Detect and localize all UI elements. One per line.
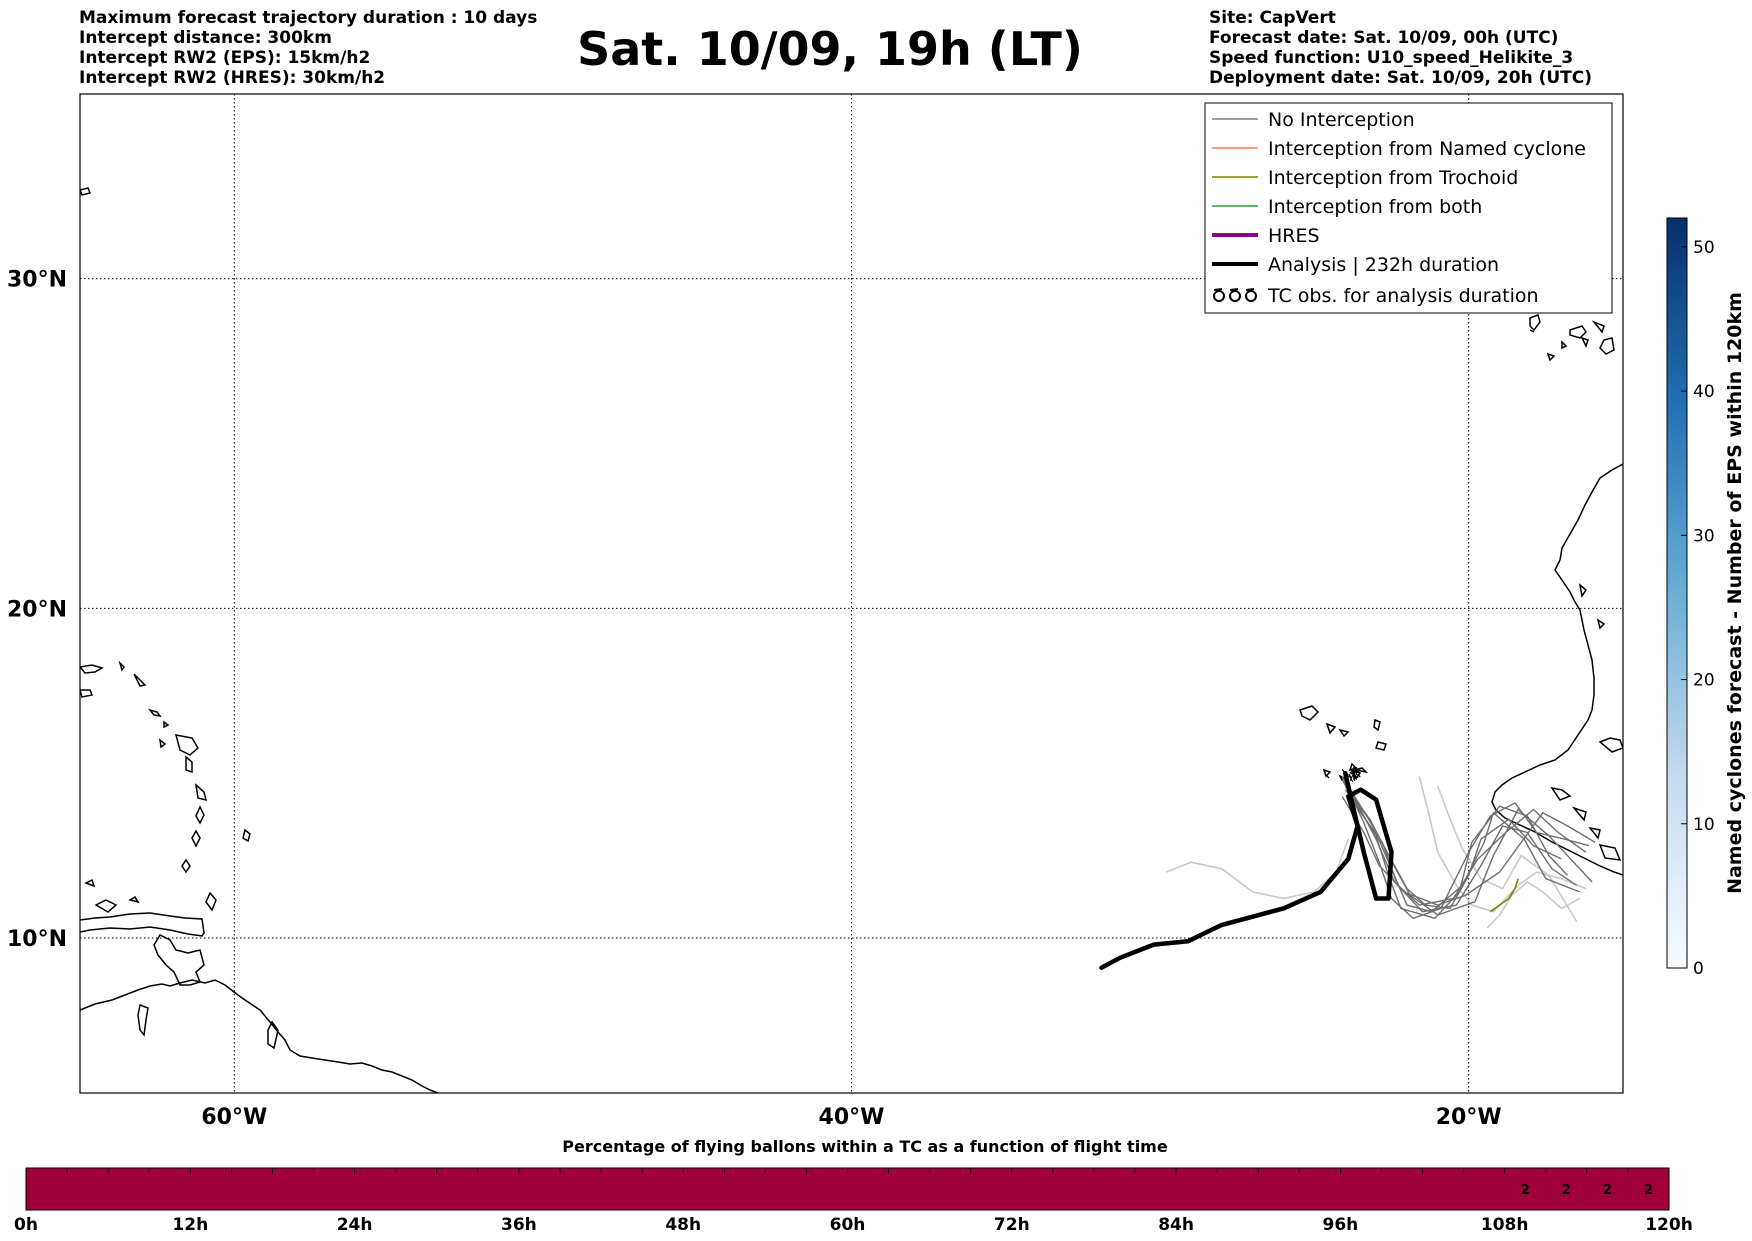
- colorbar-tick-label: 50: [1693, 238, 1715, 258]
- speed-function-text: Speed function: U10_speed_Helikite_3: [1209, 48, 1574, 68]
- legend-both: Interception from both: [1268, 196, 1482, 218]
- latitude-tick-labels: 30°N 20°N 10°N: [7, 268, 67, 952]
- trochoid-line: [1489, 878, 1519, 913]
- lat-tick-label: 30°N: [7, 268, 67, 293]
- percentage-bar-tick-label: 108h: [1481, 1215, 1529, 1235]
- lon-tick-label: 60°W: [201, 1105, 267, 1130]
- no-interception-line: [1344, 789, 1562, 910]
- legend-tc-obs: TC obs. for analysis duration: [1267, 285, 1539, 307]
- colorbar-tick-label: 20: [1693, 671, 1715, 691]
- header-left-info: Maximum forecast trajectory duration : 1…: [79, 8, 537, 88]
- percentage-bar-tick-label: 48h: [665, 1215, 701, 1235]
- longitude-tick-labels: 60°W 40°W 20°W: [201, 1105, 1501, 1130]
- colorbar-tick-label: 10: [1693, 815, 1715, 835]
- legend: No Interception Interception from Named …: [1204, 102, 1613, 314]
- percentage-bar-ticks: 0h 12h 24h 36h 48h 60h 72h 84h 96h 108h 120h: [14, 1215, 1693, 1235]
- analysis-line: [1099, 770, 1394, 970]
- no-interception-line: [1347, 786, 1581, 913]
- percentage-bar-tick-label: 24h: [337, 1215, 373, 1235]
- percentage-bar-tick-label: 120h: [1645, 1215, 1693, 1235]
- lat-tick-label: 10°N: [7, 927, 67, 952]
- colorbar-tick-label: 30: [1693, 526, 1715, 546]
- colorbar-ticks: 0 10 20 30 40 50: [1681, 238, 1715, 979]
- no-interception-trajectories: [1341, 776, 1596, 920]
- colorbar-tick-label: 0: [1693, 959, 1704, 979]
- percentage-cell-label: 2: [1644, 1183, 1653, 1198]
- page-title: Sat. 10/09, 19h (LT): [577, 22, 1083, 76]
- percentage-bar-tick-label: 60h: [830, 1215, 866, 1235]
- intercept-hres-text: Intercept RW2 (HRES): 30km/h2: [79, 68, 386, 88]
- light-trajectory-line: [1486, 881, 1581, 929]
- colorbar-tick-label: 40: [1693, 382, 1715, 402]
- legend-trochoid: Interception from Trochoid: [1268, 167, 1518, 189]
- no-interception-line: [1344, 782, 1590, 920]
- percentage-cell-label: 2: [1521, 1183, 1530, 1198]
- lat-tick-label: 20°N: [7, 597, 67, 622]
- no-interception-line: [1350, 792, 1587, 906]
- legend-no-interception: No Interception: [1268, 109, 1415, 131]
- tc-symbol-icon: [1213, 288, 1257, 302]
- percentage-bar-tick-label: 36h: [501, 1215, 537, 1235]
- cape-verde-islands: [1299, 705, 1320, 721]
- percentage-bar-tick-label: 0h: [14, 1215, 38, 1235]
- percentage-bar-tick-label: 84h: [1158, 1215, 1194, 1235]
- deployment-date-text: Deployment date: Sat. 10/09, 20h (UTC): [1209, 68, 1593, 88]
- max-duration-text: Maximum forecast trajectory duration : 1…: [79, 8, 538, 28]
- percentage-bar-tick-label: 96h: [1323, 1215, 1359, 1235]
- percentage-bar-tick-label: 72h: [994, 1215, 1030, 1235]
- site-text: Site: CapVert: [1209, 8, 1336, 28]
- percentage-cell-label: 2: [1603, 1183, 1612, 1198]
- lon-tick-label: 40°W: [819, 1105, 885, 1130]
- percentage-bar: 2 2 2 2: [25, 1167, 1670, 1211]
- legend-hres: HRES: [1268, 225, 1320, 247]
- legend-named-cyclone: Interception from Named cyclone: [1268, 138, 1586, 160]
- lon-tick-label: 20°W: [1436, 1105, 1502, 1130]
- map-grid: [80, 94, 1623, 1093]
- no-interception-line: [1341, 795, 1596, 906]
- intercept-distance-text: Intercept distance: 300km: [79, 28, 332, 48]
- africa-coast: [1491, 463, 1623, 876]
- analysis-trajectory: [1099, 770, 1394, 970]
- legend-analysis: Analysis | 232h duration: [1268, 254, 1499, 276]
- light-trajectory-line: [1437, 786, 1578, 923]
- percentage-bar-fill: [25, 1167, 1670, 1211]
- colorbar: 0 10 20 30 40 50 Named cyclones forecast - Nu…: [1666, 217, 1746, 979]
- percentage-bar-tick-label: 12h: [172, 1215, 208, 1235]
- forecast-date-text: Forecast date: Sat. 10/09, 00h (UTC): [1209, 28, 1559, 48]
- no-interception-line: [1341, 779, 1569, 920]
- south-america-coast: [80, 979, 439, 1093]
- header-right-info: Site: CapVert Forecast date: Sat. 10/09,…: [1209, 8, 1592, 88]
- percentage-bar-title: Percentage of flying ballons within a TC…: [562, 1137, 1168, 1156]
- canary-islands: [1529, 314, 1541, 332]
- intercept-eps-text: Intercept RW2 (EPS): 15km/h2: [79, 48, 371, 68]
- colorbar-label: Named cyclones forecast - Number of EPS …: [1724, 292, 1746, 894]
- percentage-cell-label: 2: [1562, 1183, 1571, 1198]
- trochoid-trajectories: [1489, 878, 1519, 913]
- coastlines: [80, 187, 1623, 1093]
